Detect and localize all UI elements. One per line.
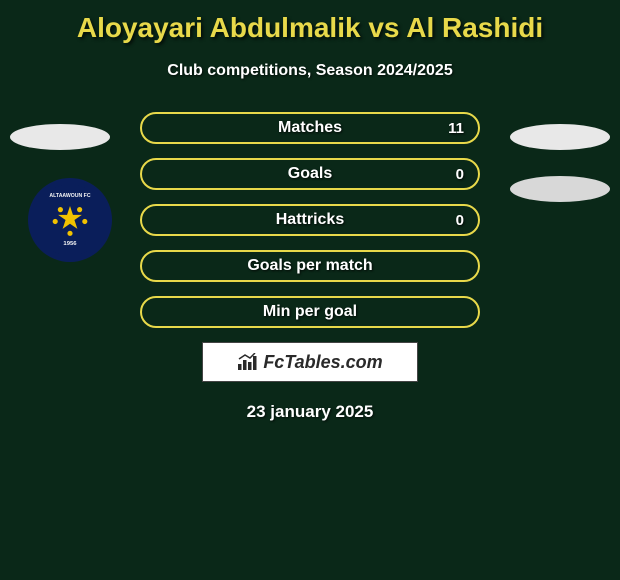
stat-value: 0	[456, 212, 464, 229]
date-label: 23 january 2025	[0, 402, 620, 422]
stat-label: Min per goal	[263, 303, 357, 321]
stat-value: 0	[456, 166, 464, 183]
player-right-club-placeholder	[510, 176, 610, 202]
stat-label: Matches	[278, 119, 342, 137]
stat-row-min-per-goal: Min per goal	[140, 296, 480, 328]
stat-label: Hattricks	[276, 211, 344, 229]
stat-row-matches: Matches 11	[140, 112, 480, 144]
subtitle: Club competitions, Season 2024/2025	[0, 62, 620, 80]
brand-label: FcTables.com	[263, 352, 382, 373]
club-badge-left: ALTAAWOUN FC 1956	[28, 178, 112, 262]
svg-text:ALTAAWOUN FC: ALTAAWOUN FC	[49, 193, 90, 199]
stat-label: Goals	[288, 165, 332, 183]
player-left-portrait-placeholder	[10, 124, 110, 150]
player-right-portrait-placeholder	[510, 124, 610, 150]
club-crest-icon: ALTAAWOUN FC 1956	[33, 183, 107, 257]
stat-label: Goals per match	[247, 257, 372, 275]
stat-row-goals: Goals 0	[140, 158, 480, 190]
stat-row-hattricks: Hattricks 0	[140, 204, 480, 236]
brand-badge[interactable]: FcTables.com	[202, 342, 418, 382]
svg-text:1956: 1956	[63, 241, 77, 247]
bar-chart-icon	[237, 353, 259, 371]
stat-value: 11	[448, 120, 464, 137]
stat-row-goals-per-match: Goals per match	[140, 250, 480, 282]
page-title: Aloyayari Abdulmalik vs Al Rashidi	[0, 0, 620, 44]
